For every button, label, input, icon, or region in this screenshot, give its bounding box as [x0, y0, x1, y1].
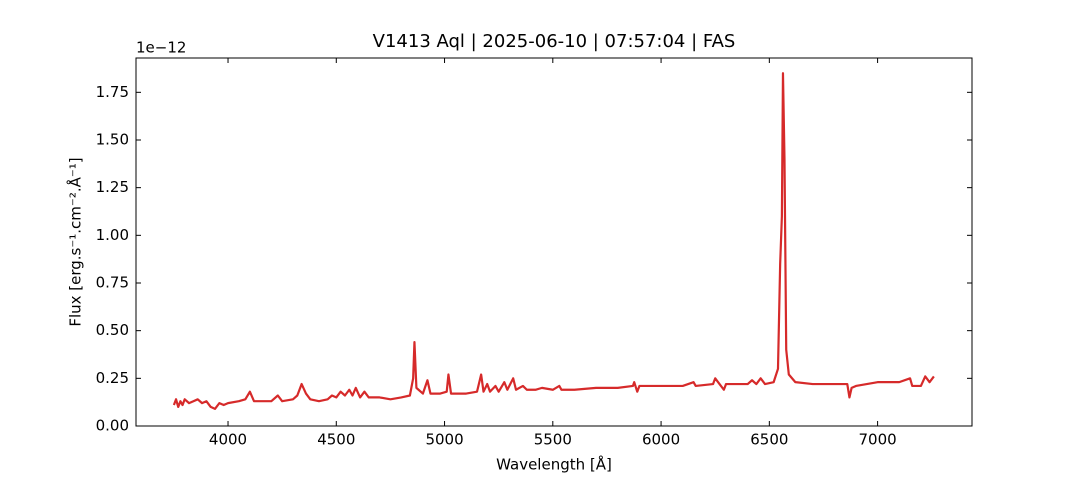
- y-tick-label: 0.75: [96, 273, 129, 291]
- x-tick-label: 7000: [859, 431, 897, 449]
- x-axis-label: Wavelength [Å]: [496, 455, 612, 474]
- y-tick-label: 0.50: [96, 321, 129, 339]
- x-tick-label: 6000: [642, 431, 680, 449]
- chart-title: V1413 Aql | 2025-06-10 | 07:57:04 | FAS: [373, 31, 736, 52]
- y-tick-label: 1.50: [96, 130, 129, 148]
- y-axis-label: Flux [erg.s⁻¹.cm⁻².Å⁻¹]: [66, 157, 85, 326]
- offset-text: 1e−12: [136, 39, 186, 57]
- spectrum-line: [172, 72, 935, 410]
- x-tick-label: 5500: [534, 431, 572, 449]
- x-tick-label: 4000: [209, 431, 247, 449]
- x-tick-label: 5000: [425, 431, 463, 449]
- x-tick-label: 4500: [317, 431, 355, 449]
- x-tick-label: 6500: [750, 431, 788, 449]
- y-tick-label: 0.00: [96, 417, 129, 435]
- plot-frame: [135, 57, 973, 427]
- y-tick-label: 1.75: [96, 83, 129, 101]
- y-tick-label: 0.25: [96, 369, 129, 387]
- y-tick-label: 1.25: [96, 178, 129, 196]
- y-tick-label: 1.00: [96, 226, 129, 244]
